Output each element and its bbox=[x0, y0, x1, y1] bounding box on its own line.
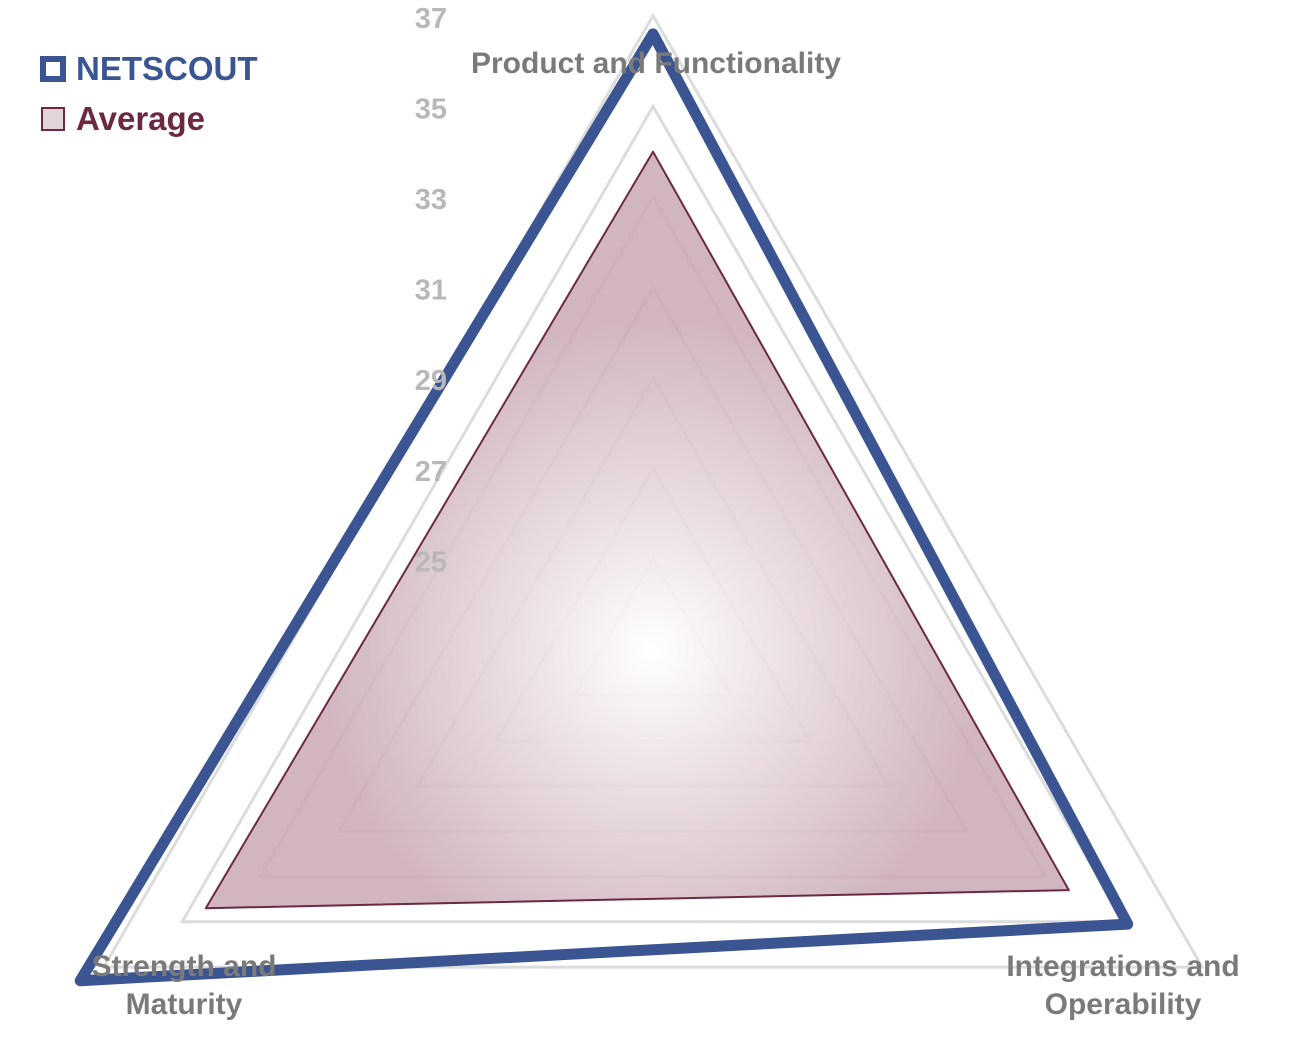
axis-label-2-line-0: Strength and bbox=[92, 950, 277, 983]
axis-label-2: Strength and Maturity bbox=[92, 950, 277, 1021]
legend-swatch-average bbox=[41, 107, 65, 131]
tick-label-29: 29 bbox=[415, 365, 447, 397]
axis-label-0: Product and Functionality bbox=[471, 47, 841, 80]
axis-label-0-line-0: Product and Functionality bbox=[471, 47, 841, 80]
legend-swatch-netscout bbox=[40, 56, 66, 82]
axis-labels: Product and Functionality Integrations an… bbox=[92, 47, 1240, 1021]
series-average-polygon bbox=[204, 150, 1070, 910]
legend-item-average: Average bbox=[40, 94, 258, 144]
tick-label-33: 33 bbox=[415, 184, 447, 216]
axis-label-1: Integrations and Operability bbox=[1006, 950, 1239, 1021]
tick-label-31: 31 bbox=[415, 275, 447, 307]
legend-label-netscout: NETSCOUT bbox=[76, 50, 258, 87]
axis-label-1-line-1: Operability bbox=[1045, 988, 1202, 1021]
tick-label-27: 27 bbox=[415, 456, 447, 488]
tick-labels: 25 27 29 31 33 35 37 bbox=[415, 3, 447, 579]
grid-ring-35 bbox=[179, 103, 1127, 924]
legend: NETSCOUT Average bbox=[40, 44, 258, 144]
axis-label-1-line-0: Integrations and bbox=[1006, 950, 1239, 983]
legend-label-average: Average bbox=[76, 100, 206, 137]
tick-label-37: 37 bbox=[415, 3, 447, 35]
tick-label-25: 25 bbox=[415, 546, 447, 578]
series-netscout-polygon bbox=[74, 28, 1134, 987]
tick-label-35: 35 bbox=[415, 93, 447, 125]
axis-label-2-line-1: Maturity bbox=[126, 988, 243, 1021]
series-layer bbox=[74, 28, 1134, 987]
legend-item-netscout: NETSCOUT bbox=[40, 44, 258, 94]
